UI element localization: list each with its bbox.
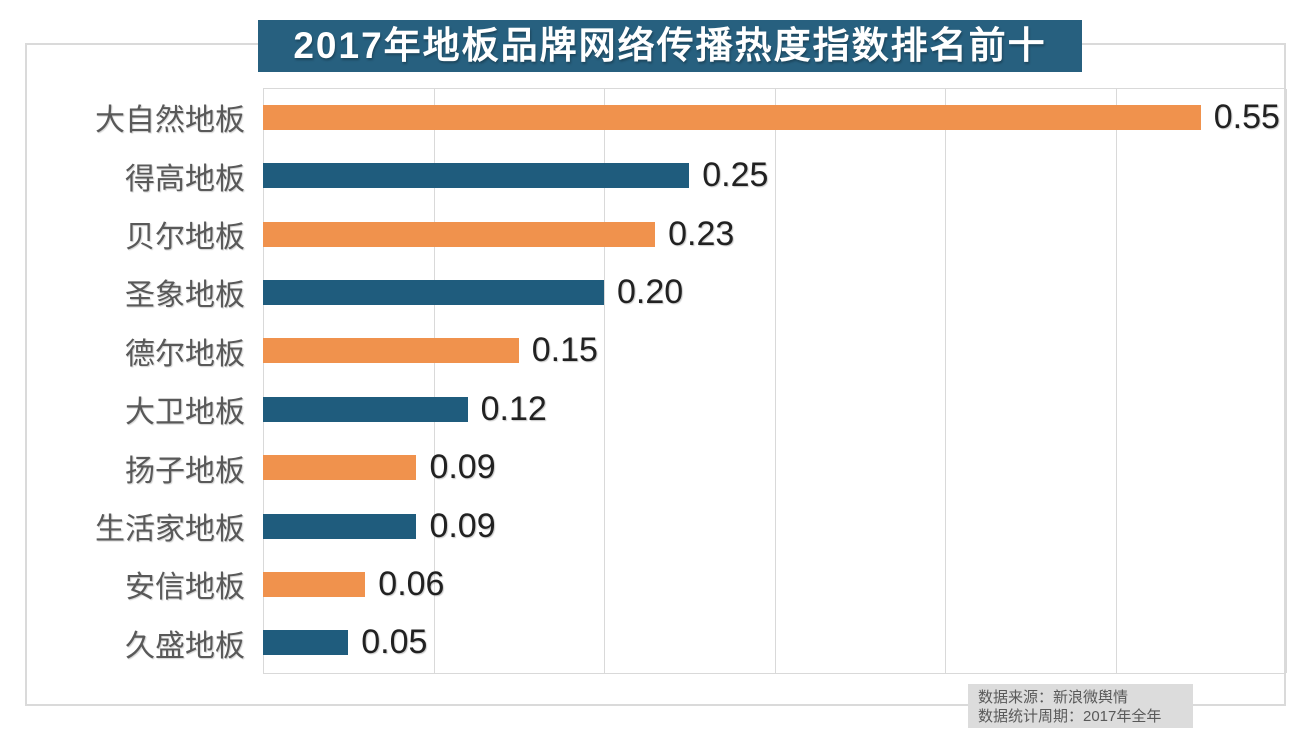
bar [263, 163, 690, 189]
bar [263, 571, 366, 597]
gridline [263, 89, 264, 673]
gridline [774, 89, 776, 673]
bar-rows: 大自然地板 0.55 得高地板 0.25 贝尔地板 0.23 圣象地板 0.20 德尔地板 0.1… [0, 88, 1314, 672]
plot-area [263, 88, 1287, 674]
bar-row: 大卫地板 0.12 [0, 380, 1314, 438]
data-period-line: 数据统计周期：2017年全年 [978, 708, 1162, 725]
value-label: 0.15 [531, 331, 598, 370]
bar-row: 久盛地板 0.05 [0, 614, 1314, 672]
bar-row: 得高地板 0.25 [0, 146, 1314, 204]
bar-row: 德尔地板 0.15 [0, 322, 1314, 380]
category-label: 扬子地板 [125, 454, 245, 488]
category-label: 贝尔地板 [125, 221, 245, 255]
bar [263, 221, 656, 247]
gridline [433, 89, 435, 673]
chart-title: 2017年地板品牌网络传播热度指数排名前十 [258, 20, 1082, 72]
bar-row: 大自然地板 0.55 [0, 88, 1314, 146]
bar [263, 338, 519, 364]
value-label: 0.12 [480, 389, 547, 428]
category-label: 大自然地板 [95, 104, 245, 138]
bar [263, 513, 417, 539]
value-label: 0.55 [1213, 97, 1280, 136]
value-label: 0.20 [617, 272, 684, 311]
value-label: 0.23 [668, 214, 735, 253]
data-source-note: 数据来源：新浪微舆情 数据统计周期：2017年全年 [968, 684, 1193, 728]
bar [263, 104, 1201, 130]
bar [263, 396, 468, 422]
bar-row: 圣象地板 0.20 [0, 263, 1314, 321]
category-label: 安信地板 [125, 571, 245, 605]
bar-row: 贝尔地板 0.23 [0, 205, 1314, 263]
data-source-line: 数据来源：新浪微舆情 [978, 689, 1129, 706]
gridline [1115, 89, 1117, 673]
bar [263, 279, 604, 305]
category-label: 久盛地板 [125, 629, 245, 663]
gridline [604, 89, 605, 673]
category-label: 大卫地板 [125, 396, 245, 430]
bar [263, 455, 417, 481]
bar-row: 安信地板 0.06 [0, 555, 1314, 613]
category-label: 生活家地板 [95, 513, 245, 547]
value-label: 0.05 [361, 623, 428, 662]
bar-row: 扬子地板 0.09 [0, 438, 1314, 496]
gridline [945, 89, 946, 673]
gridline [1286, 89, 1287, 673]
value-label: 0.25 [702, 156, 769, 195]
value-label: 0.09 [429, 506, 496, 545]
category-label: 圣象地板 [125, 279, 245, 313]
value-label: 0.06 [378, 564, 445, 603]
category-label: 得高地板 [125, 162, 245, 196]
bar [263, 630, 349, 656]
value-label: 0.09 [429, 448, 496, 487]
category-label: 德尔地板 [125, 337, 245, 371]
bar-row: 生活家地板 0.09 [0, 497, 1314, 555]
